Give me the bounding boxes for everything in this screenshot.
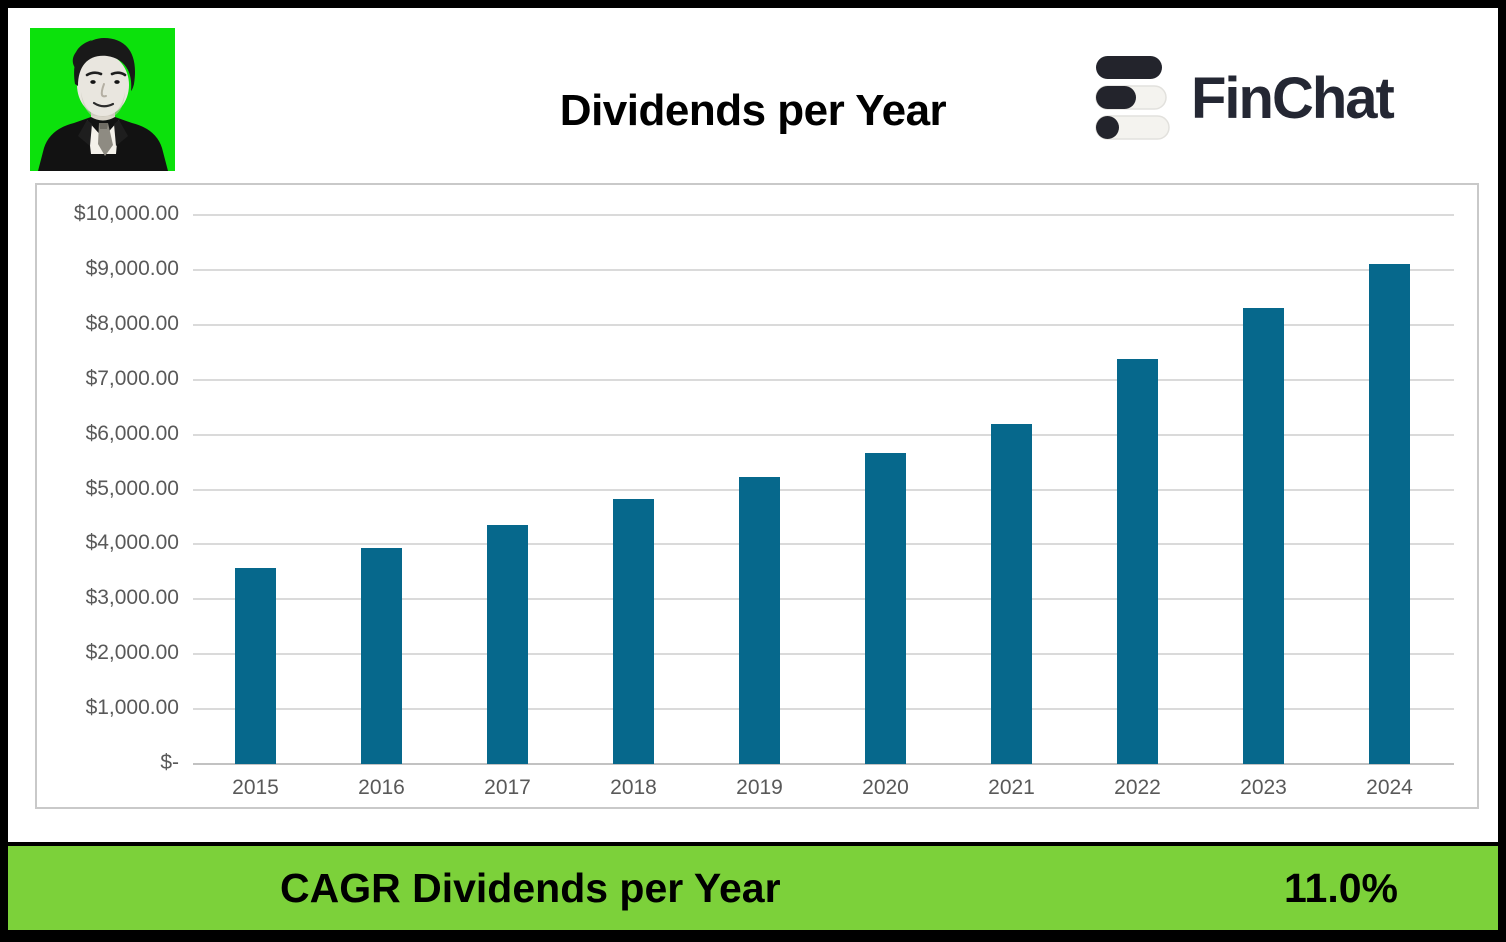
x-axis-tick-label: 2017 [484,776,531,799]
bar-2016 [361,547,402,764]
y-axis-tick-label: $10,000.00 [73,202,179,225]
cagr-footer: CAGR Dividends per Year 11.0% [8,842,1498,934]
bar-2015 [235,568,276,764]
gridline [193,433,1454,436]
gridline [193,598,1454,601]
x-axis-tick-label: 2022 [1114,776,1161,799]
y-axis-tick-label: $5,000.00 [85,476,179,500]
gridline [193,378,1454,381]
bar-2022 [1117,359,1158,764]
cagr-label: CAGR Dividends per Year [280,864,781,911]
y-axis-tick-label: $7,000.00 [85,366,179,390]
bar-2021 [991,424,1032,764]
gridline [193,543,1454,546]
y-axis-tick-label: $8,000.00 [85,311,179,335]
y-axis-tick-label: $9,000.00 [85,256,179,280]
x-axis-tick-label: 2016 [358,776,405,799]
x-axis-tick-label: 2023 [1240,776,1287,799]
bar-2019 [739,476,780,764]
x-axis-tick-label: 2021 [988,776,1035,799]
y-axis-tick-label: $2,000.00 [85,641,179,665]
x-axis-tick-label: 2020 [862,776,909,799]
cagr-value: 11.0% [1284,864,1398,911]
bar-2020 [865,452,906,764]
x-axis-tick-label: 2015 [232,776,279,799]
page-title: Dividends per Year [559,86,947,135]
brand-name: FinChat [1191,65,1395,131]
y-axis-tick-label: $3,000.00 [85,586,179,610]
y-axis-tick-label: $- [160,751,179,774]
gridline [193,323,1454,326]
finchat-logo-icon [1095,55,1171,141]
bar-2017 [487,525,528,764]
gridline [193,488,1454,491]
gridline [193,268,1454,271]
gridline [193,708,1454,711]
y-axis-tick-label: $4,000.00 [85,531,179,555]
x-axis-tick-label: 2024 [1366,776,1413,799]
brand-logo: FinChat [1095,55,1395,141]
y-axis-tick-label: $6,000.00 [85,421,179,445]
x-axis-tick-label: 2018 [610,776,657,799]
y-axis-tick-label: $1,000.00 [85,696,179,720]
gridline [193,214,1454,216]
bar-chart: $- $1,000.00 $2,000.00 $3,000.00 $4,000.00 $5… [35,183,1479,809]
bar-2023 [1243,307,1284,764]
bar-2018 [613,498,654,764]
bar-2024 [1369,264,1410,764]
portrait-illustration [30,28,175,171]
gridline [193,763,1454,765]
avatar [30,28,175,171]
gridline [193,653,1454,656]
x-axis-tick-label: 2019 [736,776,783,799]
